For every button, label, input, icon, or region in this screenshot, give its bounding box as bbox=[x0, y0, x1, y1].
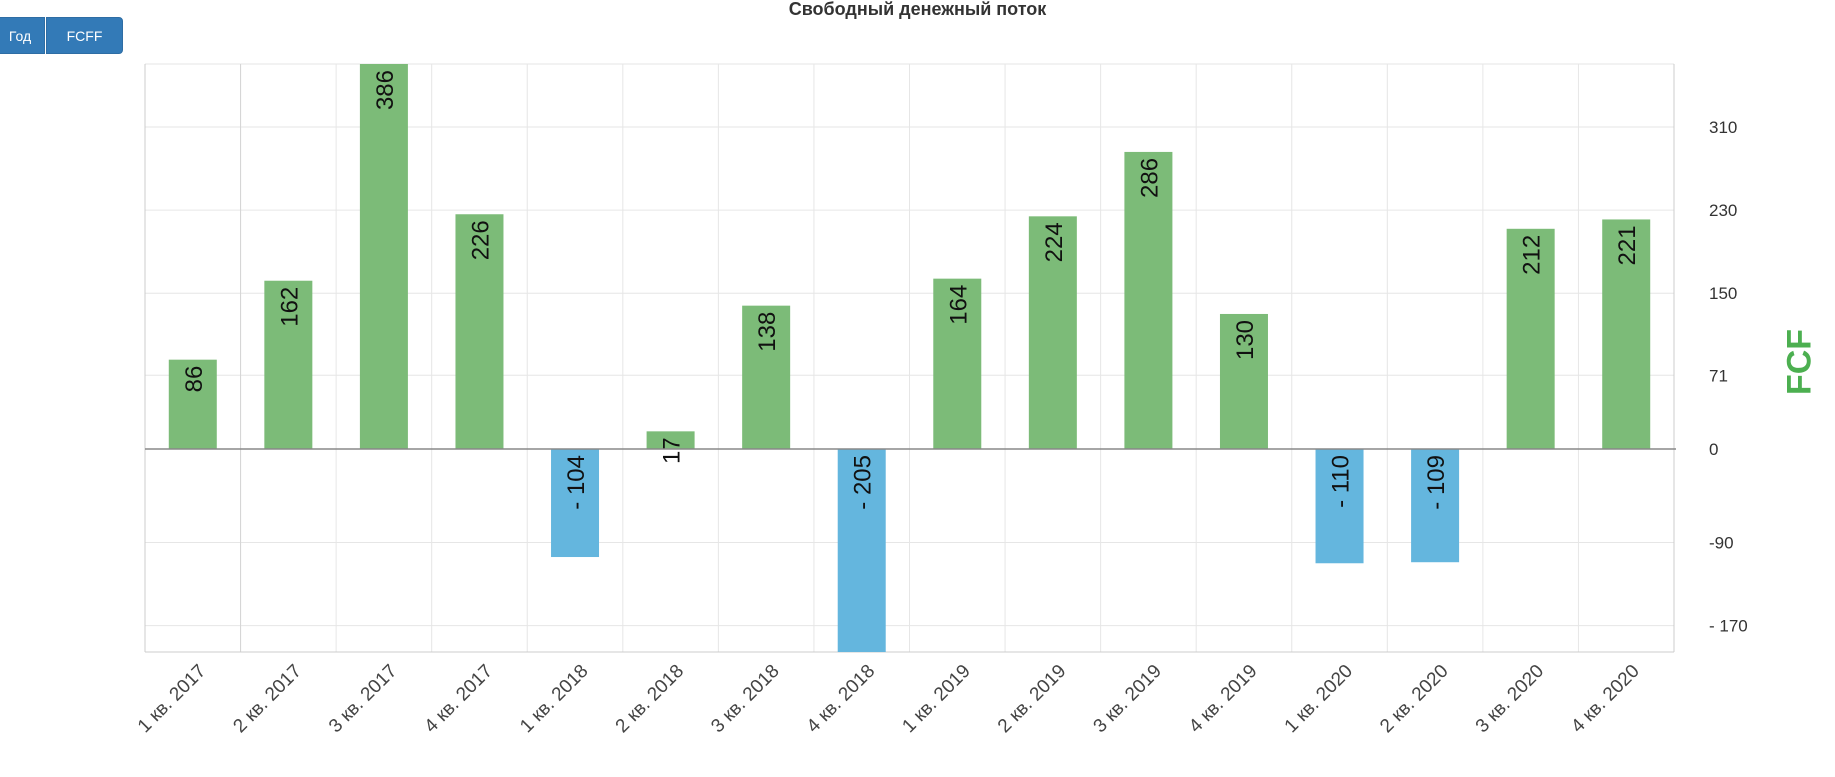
bar-positive bbox=[359, 64, 408, 449]
data-label: 386 bbox=[372, 70, 399, 110]
bar-positive bbox=[1506, 228, 1555, 449]
x-tick-label: 4 кв. 2017 bbox=[421, 661, 497, 737]
data-label: - 110 bbox=[1328, 455, 1355, 508]
bar-positive bbox=[168, 359, 217, 449]
x-tick-label: 1 кв. 2018 bbox=[516, 661, 592, 737]
x-tick-label: 3 кв. 2019 bbox=[1090, 661, 1166, 737]
y-axis-title: FCF bbox=[1780, 328, 1819, 396]
x-tick-label: 4 кв. 2020 bbox=[1567, 661, 1643, 737]
data-label: 212 bbox=[1519, 235, 1546, 275]
x-tick-label: 4 кв. 2019 bbox=[1185, 661, 1261, 737]
data-label: 224 bbox=[1041, 222, 1068, 262]
x-tick-label: 1 кв. 2017 bbox=[134, 661, 210, 737]
bar-negative bbox=[1315, 449, 1364, 564]
data-label: - 205 bbox=[850, 455, 877, 510]
data-label: 221 bbox=[1614, 225, 1641, 265]
x-tick-label: 1 кв. 2020 bbox=[1281, 661, 1357, 737]
data-label: 286 bbox=[1136, 158, 1163, 198]
bar-positive bbox=[646, 431, 695, 449]
bar-positive bbox=[1028, 216, 1077, 449]
data-label: 226 bbox=[467, 220, 494, 260]
bar-negative bbox=[837, 449, 886, 652]
y-tick-label: - 170 bbox=[1709, 617, 1748, 636]
data-label: 86 bbox=[181, 366, 208, 393]
bar-positive bbox=[264, 280, 313, 449]
data-label: - 104 bbox=[563, 455, 590, 510]
data-label: 17 bbox=[659, 437, 686, 464]
y-tick-label: -90 bbox=[1709, 533, 1734, 552]
bar-positive bbox=[742, 305, 791, 449]
bar-positive bbox=[455, 214, 504, 449]
y-tick-label: 150 bbox=[1709, 284, 1737, 303]
y-tick-label: 0 bbox=[1709, 440, 1718, 459]
bar-positive bbox=[1219, 313, 1268, 449]
y-tick-label: 230 bbox=[1709, 201, 1737, 220]
y-tick-label: 310 bbox=[1709, 118, 1737, 137]
y-tick-label: 71 bbox=[1709, 366, 1728, 385]
x-tick-label: 4 кв. 2018 bbox=[803, 661, 879, 737]
bar-negative bbox=[1411, 449, 1460, 563]
x-tick-label: 3 кв. 2020 bbox=[1472, 661, 1548, 737]
bars-group bbox=[168, 64, 1651, 652]
fcff-button[interactable]: FCFF bbox=[46, 17, 123, 54]
bar-positive bbox=[933, 278, 982, 449]
bar-positive bbox=[1124, 151, 1173, 450]
chart-title: Свободный денежный поток bbox=[788, 0, 1047, 19]
x-tick-label: 2 кв. 2019 bbox=[994, 661, 1070, 737]
x-tick-label: 2 кв. 2018 bbox=[612, 661, 688, 737]
data-label: 164 bbox=[945, 285, 972, 325]
bar-positive bbox=[1602, 219, 1651, 449]
bar-negative bbox=[551, 449, 600, 558]
data-label: 162 bbox=[276, 287, 303, 327]
data-label: - 109 bbox=[1423, 455, 1450, 510]
data-label: 138 bbox=[754, 312, 781, 352]
x-tick-label: 1 кв. 2019 bbox=[898, 661, 974, 737]
period-year-button[interactable]: Год bbox=[0, 17, 45, 54]
x-tick-label: 3 кв. 2018 bbox=[707, 661, 783, 737]
x-tick-label: 2 кв. 2020 bbox=[1376, 661, 1452, 737]
x-tick-label: 3 кв. 2017 bbox=[325, 661, 401, 737]
data-label: 130 bbox=[1232, 320, 1259, 360]
x-tick-label: 2 кв. 2017 bbox=[229, 661, 305, 737]
